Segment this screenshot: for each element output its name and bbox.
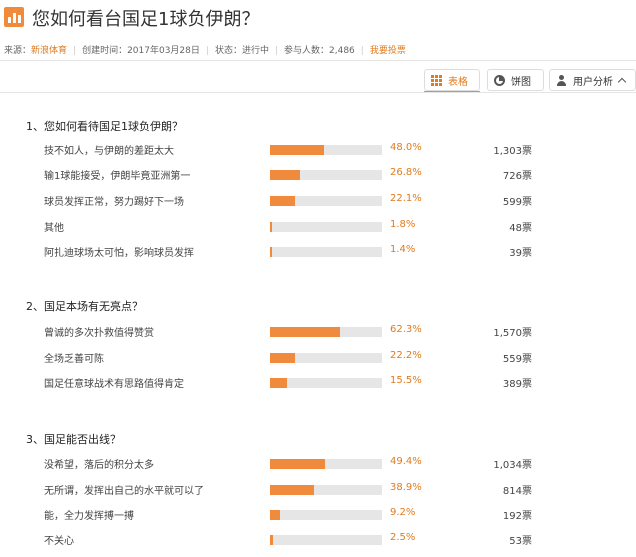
option-label: 没希望，落后的积分太多	[44, 460, 154, 471]
option-label: 国足任意球战术有思路值得肯定	[44, 379, 184, 390]
grid-icon	[431, 74, 442, 86]
progress-track	[270, 510, 382, 520]
progress-track	[270, 353, 382, 363]
option-row: 全场乏善可陈 22.2% 559票	[0, 345, 636, 370]
question-title: 2、国足本场有无亮点？	[26, 300, 143, 313]
option-votes: 1,034票	[493, 460, 532, 471]
option-percent: 26.8%	[390, 167, 422, 178]
question-title: 3、国足能否出线？	[26, 433, 121, 446]
option-label: 能，全力发挥搏一搏	[44, 511, 134, 522]
progress-track	[270, 378, 382, 388]
tab-label: 表格	[448, 76, 468, 88]
option-label: 曾诚的多次扑救值得赞赏	[44, 328, 154, 339]
progress-track	[270, 222, 382, 232]
divider	[0, 92, 636, 93]
option-votes: 389票	[502, 379, 532, 390]
tab-pie[interactable]: 饼图	[487, 69, 544, 91]
option-row: 无所谓，发挥出自己的水平就可以了 38.9% 814票	[0, 477, 636, 502]
option-label: 输1球能接受，伊朗毕竟亚洲第一	[44, 171, 191, 182]
option-label: 技不如人，与伊朗的差距太大	[44, 146, 174, 157]
option-votes: 48票	[509, 223, 532, 234]
divider	[0, 60, 636, 61]
question-title: 1、您如何看待国足1球负伊朗？	[26, 120, 183, 133]
status-text: 状态：进行中	[214, 46, 269, 56]
progress-fill	[270, 247, 272, 257]
progress-fill	[270, 170, 301, 180]
progress-track	[270, 459, 382, 469]
chevron-up-icon	[617, 77, 627, 86]
progress-fill	[270, 510, 281, 520]
tab-user-analysis[interactable]: 用户分析	[549, 69, 636, 91]
option-percent: 1.4%	[390, 244, 416, 255]
option-label: 球员发挥正常，努力踢好下一场	[44, 197, 184, 208]
progress-track	[270, 196, 382, 206]
progress-track	[270, 145, 382, 155]
progress-fill	[270, 196, 295, 206]
progress-fill	[270, 327, 340, 337]
option-row: 阿扎迪球场太可怕，影响球员发挥 1.4% 39票	[0, 239, 636, 264]
option-row: 没希望，落后的积分太多 49.4% 1,034票	[0, 451, 636, 476]
option-percent: 2.5%	[390, 532, 416, 543]
progress-fill	[270, 485, 314, 495]
option-votes: 599票	[502, 197, 532, 208]
progress-track	[270, 170, 382, 180]
option-votes: 39票	[509, 248, 532, 259]
option-percent: 1.8%	[390, 219, 416, 230]
option-label: 不关心	[44, 536, 74, 547]
progress-track	[270, 327, 382, 337]
option-row: 不关心 2.5% 53票	[0, 527, 636, 552]
option-votes: 53票	[509, 536, 532, 547]
option-label: 阿扎迪球场太可怕，影响球员发挥	[44, 248, 194, 259]
option-percent: 48.0%	[390, 142, 422, 153]
option-row: 能，全力发挥搏一搏 9.2% 192票	[0, 502, 636, 527]
option-label: 其他	[44, 223, 64, 234]
option-percent: 15.5%	[390, 375, 422, 386]
option-percent: 9.2%	[390, 507, 416, 518]
tab-label: 用户分析	[573, 76, 613, 88]
option-votes: 726票	[502, 171, 532, 182]
tab-table[interactable]: 表格	[424, 69, 480, 91]
option-label: 无所谓，发挥出自己的水平就可以了	[44, 486, 204, 497]
option-percent: 38.9%	[390, 482, 422, 493]
meta-bar: 来源：新浪体育 | 创建时间：2017年03月28日 | 状态：进行中 | 参与人数：2,4…	[4, 46, 406, 56]
option-label: 全场乏善可陈	[44, 354, 104, 365]
option-row: 其他 1.8% 48票	[0, 214, 636, 239]
progress-fill	[270, 222, 273, 232]
option-row: 输1球能接受，伊朗毕竟亚洲第一 26.8% 726票	[0, 162, 636, 187]
progress-fill	[270, 378, 288, 388]
page-header: 您如何看台国足1球负伊朗？	[0, 0, 636, 36]
progress-fill	[270, 353, 295, 363]
option-votes: 1,570票	[493, 328, 532, 339]
source-label: 来源：	[4, 46, 32, 56]
source-link[interactable]: 新浪体育	[31, 46, 68, 56]
tab-label: 饼图	[511, 76, 531, 88]
option-percent: 49.4%	[390, 456, 422, 467]
option-row: 国足任意球战术有思路值得肯定 15.5% 389票	[0, 370, 636, 395]
progress-track	[270, 485, 382, 495]
option-row: 曾诚的多次扑救值得赞赏 62.3% 1,570票	[0, 319, 636, 344]
progress-fill	[270, 535, 273, 545]
created-time: 创建时间：2017年03月28日	[82, 46, 200, 56]
option-percent: 22.2%	[390, 350, 422, 361]
option-votes: 814票	[502, 486, 532, 497]
option-row: 技不如人，与伊朗的差距太大 48.0% 1,303票	[0, 137, 636, 162]
option-votes: 559票	[502, 354, 532, 365]
option-votes: 192票	[502, 511, 532, 522]
progress-fill	[270, 459, 326, 469]
progress-fill	[270, 145, 324, 155]
progress-track	[270, 535, 382, 545]
pie-chart-icon	[494, 74, 505, 86]
option-percent: 62.3%	[390, 324, 422, 335]
page-title: 您如何看台国足1球负伊朗？	[32, 9, 260, 30]
bar-chart-icon	[4, 7, 24, 27]
progress-track	[270, 247, 382, 257]
participants-count: 参与人数：2,486	[284, 46, 355, 56]
user-icon	[556, 74, 567, 86]
option-votes: 1,303票	[493, 146, 532, 157]
vote-link[interactable]: 我要投票	[369, 46, 406, 56]
option-row: 球员发挥正常，努力踢好下一场 22.1% 599票	[0, 188, 636, 213]
option-percent: 22.1%	[390, 193, 422, 204]
